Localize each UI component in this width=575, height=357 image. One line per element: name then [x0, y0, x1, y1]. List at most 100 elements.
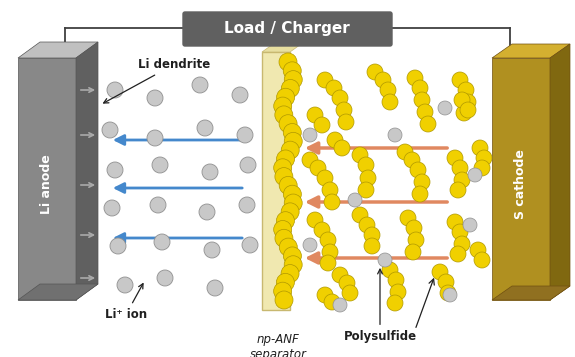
Circle shape	[378, 253, 392, 267]
Circle shape	[283, 247, 301, 265]
FancyBboxPatch shape	[183, 12, 392, 46]
Circle shape	[277, 150, 294, 168]
Text: Li⁺ ion: Li⁺ ion	[105, 284, 147, 321]
Circle shape	[332, 90, 348, 106]
Circle shape	[468, 168, 482, 182]
Polygon shape	[492, 286, 570, 300]
Circle shape	[279, 176, 297, 195]
Circle shape	[232, 87, 248, 103]
Circle shape	[274, 282, 292, 300]
Circle shape	[420, 116, 436, 132]
Text: Load / Charger: Load / Charger	[224, 21, 350, 36]
Circle shape	[279, 115, 297, 133]
Circle shape	[152, 157, 168, 173]
Circle shape	[417, 104, 433, 120]
Circle shape	[405, 244, 421, 260]
Circle shape	[275, 106, 293, 124]
Circle shape	[104, 200, 120, 216]
Circle shape	[367, 64, 383, 80]
Circle shape	[199, 204, 215, 220]
Circle shape	[322, 244, 338, 260]
Circle shape	[406, 220, 422, 236]
Circle shape	[470, 242, 486, 258]
Circle shape	[283, 124, 301, 141]
Circle shape	[274, 221, 292, 238]
Circle shape	[279, 238, 297, 256]
Circle shape	[474, 252, 490, 268]
Circle shape	[303, 128, 317, 142]
Circle shape	[284, 194, 302, 212]
Circle shape	[240, 157, 256, 173]
Circle shape	[338, 114, 354, 130]
Circle shape	[275, 167, 293, 186]
Polygon shape	[262, 42, 304, 52]
Circle shape	[358, 157, 374, 173]
Circle shape	[450, 246, 466, 262]
Circle shape	[326, 80, 342, 96]
Polygon shape	[492, 44, 570, 58]
Circle shape	[414, 174, 430, 190]
Circle shape	[317, 287, 333, 303]
Circle shape	[456, 105, 472, 121]
Circle shape	[207, 280, 223, 296]
Circle shape	[242, 237, 258, 253]
Circle shape	[107, 162, 123, 178]
Circle shape	[274, 97, 292, 115]
Circle shape	[458, 82, 474, 98]
Circle shape	[352, 207, 368, 223]
Circle shape	[447, 214, 463, 230]
Circle shape	[324, 294, 340, 310]
Circle shape	[281, 203, 299, 221]
Circle shape	[407, 70, 423, 86]
Circle shape	[327, 132, 343, 148]
Circle shape	[348, 193, 362, 207]
Circle shape	[307, 107, 323, 123]
Circle shape	[438, 101, 452, 115]
Circle shape	[452, 72, 468, 88]
Polygon shape	[18, 42, 98, 58]
Circle shape	[117, 277, 133, 293]
Circle shape	[107, 82, 123, 98]
Circle shape	[281, 265, 299, 282]
Circle shape	[284, 256, 302, 274]
Text: S cathode: S cathode	[515, 149, 527, 219]
Circle shape	[284, 132, 302, 150]
Circle shape	[472, 140, 488, 156]
Circle shape	[192, 77, 208, 93]
Circle shape	[277, 88, 294, 106]
Circle shape	[452, 160, 468, 176]
Circle shape	[275, 229, 293, 247]
Circle shape	[400, 210, 416, 226]
Circle shape	[310, 160, 326, 176]
Circle shape	[454, 172, 470, 188]
Circle shape	[380, 82, 396, 98]
Circle shape	[364, 227, 380, 243]
Circle shape	[452, 224, 468, 240]
Circle shape	[324, 194, 340, 210]
Circle shape	[476, 150, 492, 166]
Circle shape	[414, 92, 430, 108]
Circle shape	[204, 242, 220, 258]
Circle shape	[274, 159, 292, 177]
Polygon shape	[262, 52, 290, 310]
Circle shape	[317, 72, 333, 88]
Circle shape	[463, 218, 477, 232]
Circle shape	[307, 212, 323, 228]
Circle shape	[388, 272, 404, 288]
Circle shape	[283, 62, 301, 80]
Circle shape	[432, 264, 448, 280]
Polygon shape	[550, 44, 570, 300]
Circle shape	[352, 147, 368, 163]
Circle shape	[279, 53, 297, 71]
Circle shape	[404, 152, 420, 168]
Circle shape	[147, 130, 163, 146]
Circle shape	[460, 102, 476, 118]
Circle shape	[412, 186, 428, 202]
Circle shape	[408, 232, 424, 248]
Circle shape	[359, 217, 375, 233]
Circle shape	[154, 234, 170, 250]
Polygon shape	[492, 58, 550, 300]
Circle shape	[239, 197, 255, 213]
Circle shape	[388, 128, 402, 142]
Circle shape	[303, 238, 317, 252]
